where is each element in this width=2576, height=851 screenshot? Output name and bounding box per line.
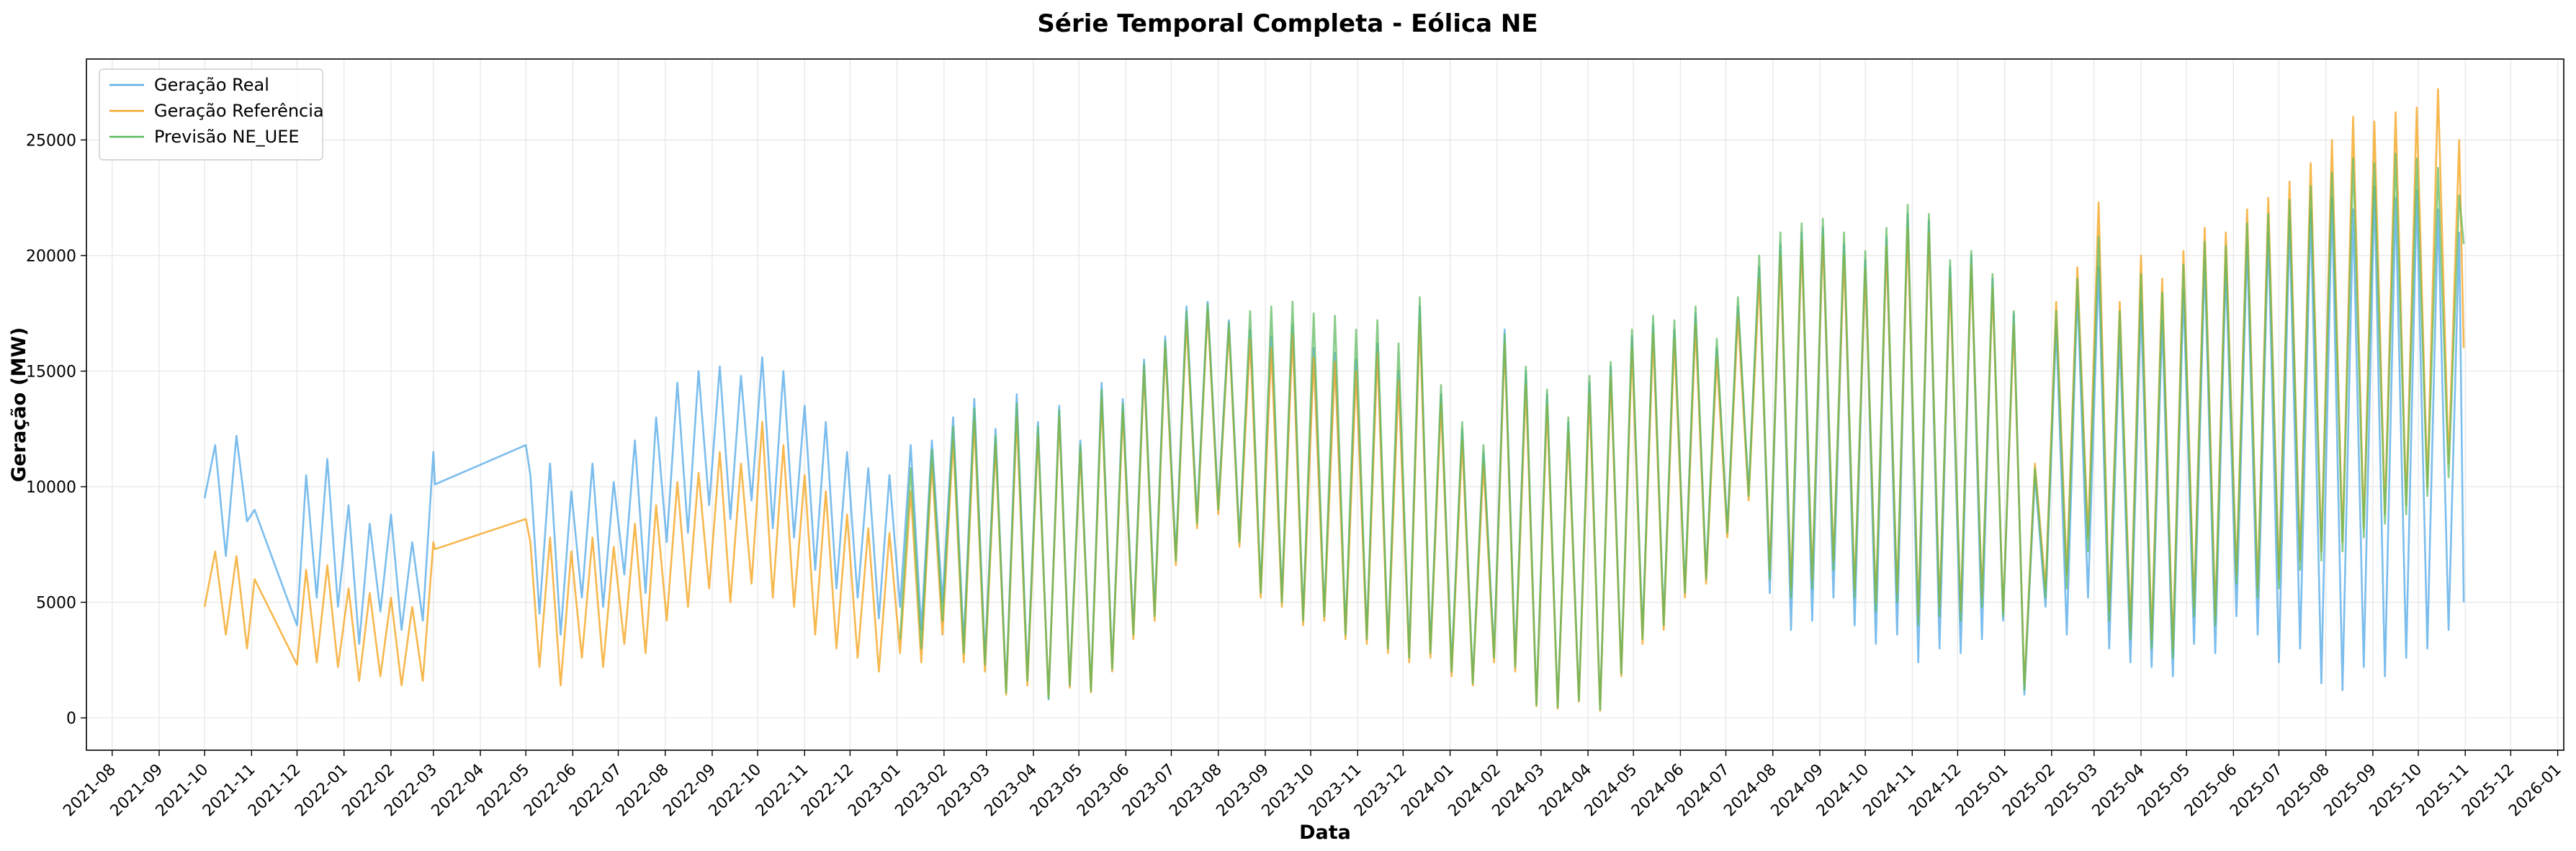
legend-label: Previsão NE_UEE bbox=[154, 127, 300, 147]
y-tick-label: 10000 bbox=[26, 479, 76, 497]
y-tick-label: 5000 bbox=[36, 595, 76, 613]
chart-title: Série Temporal Completa - Eólica NE bbox=[1037, 9, 1538, 38]
legend-box bbox=[99, 68, 323, 161]
series-layer bbox=[203, 88, 2465, 712]
plot-area-frame bbox=[86, 58, 2564, 751]
y-tick-label: 0 bbox=[66, 710, 76, 728]
legend-label: Geração Real bbox=[154, 75, 269, 95]
y-tick-label: 25000 bbox=[26, 132, 76, 150]
y-tick-label: 20000 bbox=[26, 248, 76, 266]
x-axis-label: Data bbox=[1299, 821, 1351, 844]
legend: Geração Real Geração Referência Previsão N… bbox=[99, 68, 324, 161]
series-line-previsao-ne-uee bbox=[899, 153, 2465, 711]
y-axis-ticks: 0 5000 10000 15000 20000 25000 bbox=[26, 132, 86, 728]
legend-label: Geração Referência bbox=[154, 101, 324, 121]
y-axis-label: Geração (MW) bbox=[8, 327, 30, 482]
y-tick-label: 15000 bbox=[26, 363, 76, 381]
